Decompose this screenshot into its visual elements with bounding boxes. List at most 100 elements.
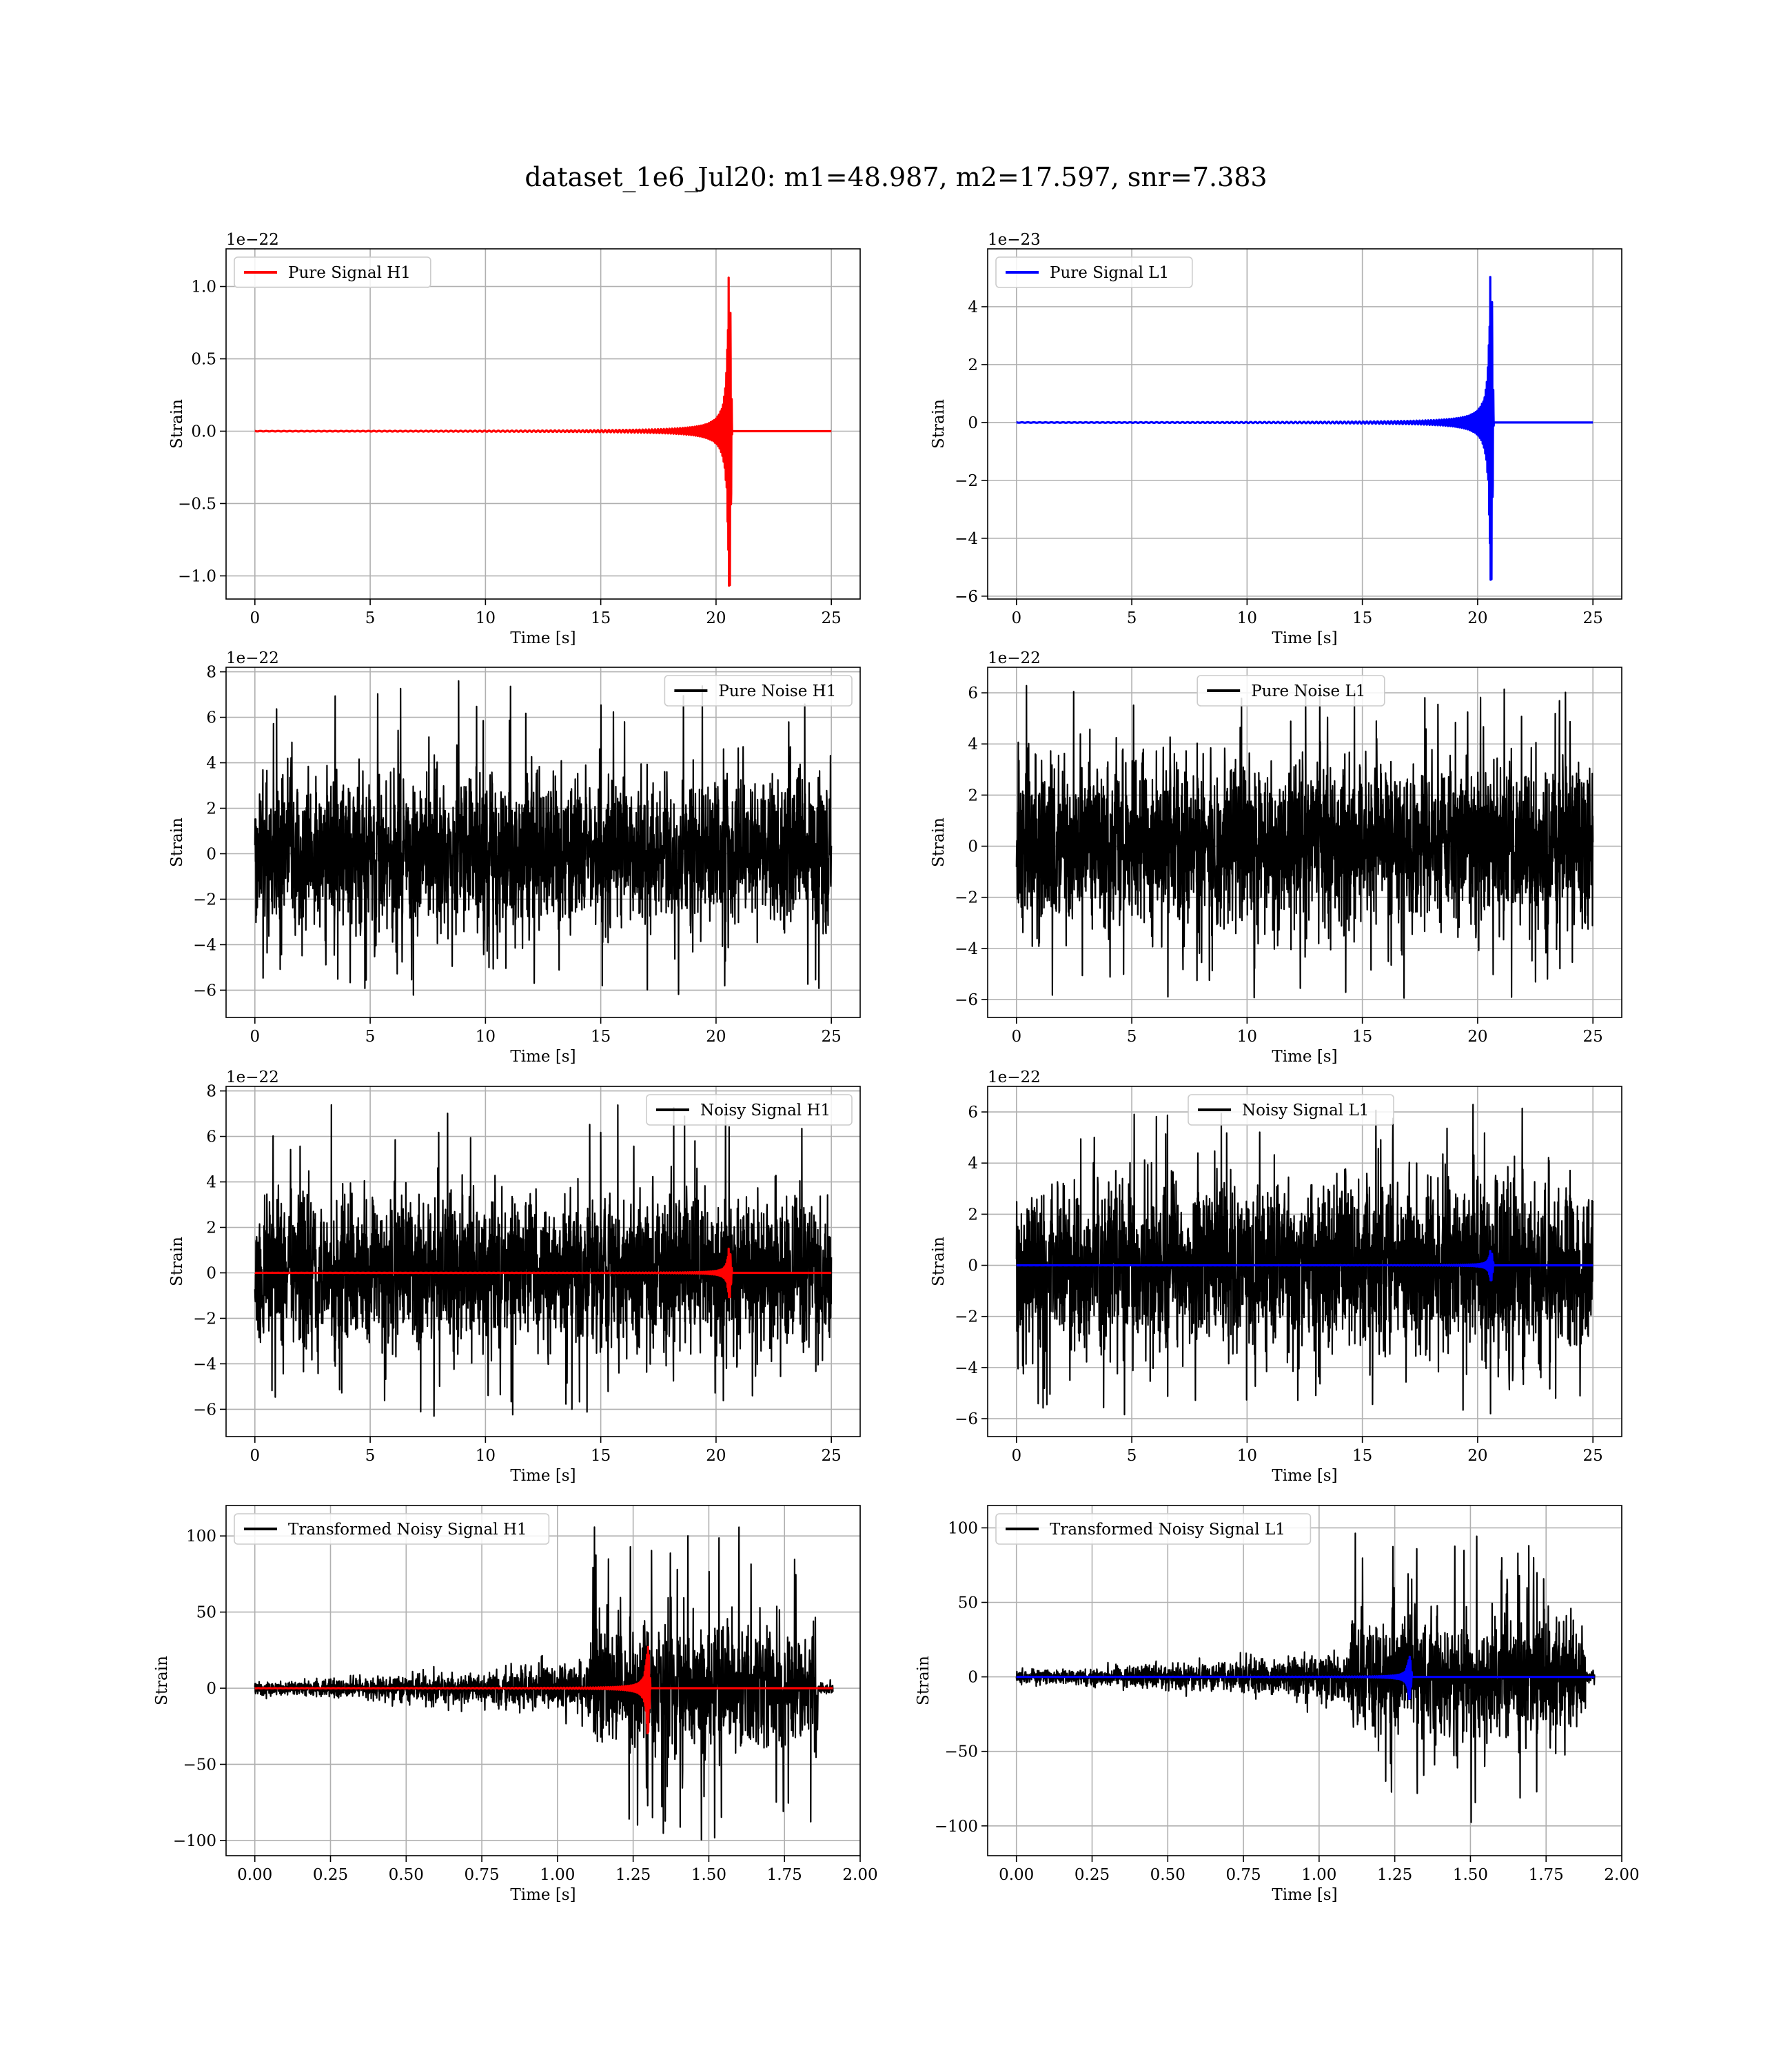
x-tick-label: 1.00 xyxy=(1301,1866,1336,1884)
legend-box xyxy=(646,1094,853,1126)
x-tick-label: 10 xyxy=(1237,609,1257,627)
legend-pure-noise-l1: Pure Noise L1 xyxy=(1197,675,1385,707)
y-tick-label: 6 xyxy=(206,1128,216,1146)
offset-text: 1e−22 xyxy=(988,1068,1041,1086)
legend-box xyxy=(1197,675,1385,707)
x-axis-label: Time [s] xyxy=(1272,629,1337,647)
y-tick-label: −4 xyxy=(955,1359,978,1377)
x-tick-label: 0.75 xyxy=(464,1866,499,1884)
x-axis-label: Time [s] xyxy=(510,629,576,647)
offset-text: 1e−23 xyxy=(988,231,1041,249)
legend-label: Pure Signal H1 xyxy=(288,264,411,282)
y-tick-label: 0.5 xyxy=(191,351,216,369)
legend-label: Transformed Noisy Signal L1 xyxy=(1050,1521,1285,1539)
y-axis-label: Strain xyxy=(153,1656,171,1705)
y-tick-label: 2 xyxy=(968,787,978,804)
x-tick-label: 5 xyxy=(1127,1447,1137,1465)
series-line-signal xyxy=(1015,1250,1594,1281)
axes-frame xyxy=(225,1505,861,1856)
y-tick-label: 4 xyxy=(968,298,978,316)
x-tick-label: 0 xyxy=(250,609,260,627)
y-axis-label: Strain xyxy=(168,399,186,449)
axes-frame xyxy=(987,667,1622,1018)
series-line-noise xyxy=(1015,685,1594,999)
x-tick-label: 10 xyxy=(476,1028,496,1046)
x-tick-label: 0.00 xyxy=(999,1866,1034,1884)
x-tick-label: 0.25 xyxy=(1075,1866,1110,1884)
x-axis-label: Time [s] xyxy=(510,1467,576,1485)
x-tick-label: 5 xyxy=(1127,1028,1137,1046)
plot-area-pure-noise-l1 xyxy=(1015,685,1594,999)
legend-pure-signal-l1: Pure Signal L1 xyxy=(995,256,1193,288)
series-line-signal xyxy=(254,1645,834,1734)
legend-box xyxy=(234,256,431,288)
x-tick-label: 20 xyxy=(706,609,726,627)
y-tick-label: 2 xyxy=(206,1219,216,1237)
y-tick-label: 0 xyxy=(206,1264,216,1282)
x-tick-label: 1.50 xyxy=(691,1866,726,1884)
y-tick-label: 2 xyxy=(968,1206,978,1224)
x-tick-label: 0.50 xyxy=(1150,1866,1185,1884)
y-tick-label: −2 xyxy=(955,472,978,490)
x-tick-label: 1.75 xyxy=(1529,1866,1564,1884)
series-line-noise xyxy=(254,1104,833,1417)
axes-frame xyxy=(987,1505,1622,1856)
y-tick-label: 50 xyxy=(196,1604,216,1622)
y-axis-label: Strain xyxy=(930,818,948,867)
x-tick-label: 25 xyxy=(822,1447,842,1465)
legend-box xyxy=(1188,1094,1394,1126)
y-tick-label: 50 xyxy=(958,1594,978,1612)
x-tick-label: 20 xyxy=(1467,609,1487,627)
axes-frame xyxy=(225,667,861,1018)
legend-pure-signal-h1: Pure Signal H1 xyxy=(234,256,431,288)
x-tick-label: 2.00 xyxy=(1604,1866,1639,1884)
series-line-signal xyxy=(1015,1655,1596,1701)
y-tick-label: −2 xyxy=(193,891,216,909)
y-tick-label: 6 xyxy=(968,1104,978,1122)
x-tick-label: 0.75 xyxy=(1225,1866,1261,1884)
x-axis-label: Time [s] xyxy=(1272,1886,1337,1904)
offset-text: 1e−22 xyxy=(226,1068,279,1086)
offset-text: 1e−22 xyxy=(226,649,279,667)
x-tick-label: 1.25 xyxy=(615,1866,651,1884)
series-line-signal xyxy=(254,276,833,587)
x-tick-label: 5 xyxy=(365,1447,376,1465)
subplot-noisy-signal-l1: 0 5 10 15 20 25 −6 −4 −2 0 2 4 6 Time [s] Strain 1e−22 N… xyxy=(930,1068,1622,1485)
axes-frame xyxy=(987,248,1622,600)
subplot-pure-signal-l1: 0 5 10 15 20 25 −6 −4 −2 0 2 4 Time [s] Strain 1e−23 Pu… xyxy=(930,231,1622,647)
figure-title: dataset_1e6_Jul20: m1=48.987, m2=17.597,… xyxy=(525,162,1267,193)
plot-area-pure-noise-h1 xyxy=(254,680,833,996)
subplot-noisy-signal-h1: 0 5 10 15 20 25 −6 −4 −2 0 2 4 6 8 Time [s] Strain 1e−22… xyxy=(168,1068,861,1485)
legend-transformed-noisy-signal-l1: Transformed Noisy Signal L1 xyxy=(995,1513,1312,1545)
x-axis-label: Time [s] xyxy=(1272,1467,1337,1485)
y-tick-label: −4 xyxy=(955,530,978,548)
legend-noisy-signal-h1: Noisy Signal H1 xyxy=(646,1094,853,1126)
y-tick-label: 8 xyxy=(206,664,216,682)
y-tick-label: −6 xyxy=(193,1401,216,1419)
y-tick-label: 8 xyxy=(206,1083,216,1101)
plot-area-transformed-noisy-signal-l1 xyxy=(1015,1532,1596,1823)
y-tick-label: 2 xyxy=(206,800,216,818)
x-tick-label: 25 xyxy=(822,1028,842,1046)
y-tick-label: 2 xyxy=(968,356,978,374)
x-tick-label: 0 xyxy=(250,1447,260,1465)
axes-frame xyxy=(225,248,861,600)
y-tick-label: −2 xyxy=(955,1308,978,1326)
axes-frame xyxy=(987,1086,1622,1437)
x-tick-label: 25 xyxy=(1583,609,1603,627)
y-tick-label: −4 xyxy=(193,936,216,954)
x-tick-label: 25 xyxy=(1583,1028,1603,1046)
series-line-signal xyxy=(1015,276,1594,581)
y-tick-label: 0 xyxy=(968,1669,978,1687)
subplot-pure-noise-h1: 0 5 10 15 20 25 −6 −4 −2 0 2 4 6 8 Time [s] Strain 1e−22… xyxy=(168,649,861,1066)
y-tick-label: 0 xyxy=(206,1680,216,1698)
series-line-noise xyxy=(254,1526,834,1841)
x-tick-label: 15 xyxy=(591,1447,611,1465)
y-tick-label: 0 xyxy=(206,845,216,863)
x-tick-label: 0 xyxy=(1011,1028,1021,1046)
plot-area-noisy-signal-l1 xyxy=(1015,1104,1594,1416)
y-tick-label: 1.0 xyxy=(191,278,216,296)
y-axis-label: Strain xyxy=(915,1656,933,1705)
x-tick-label: 0.50 xyxy=(389,1866,424,1884)
